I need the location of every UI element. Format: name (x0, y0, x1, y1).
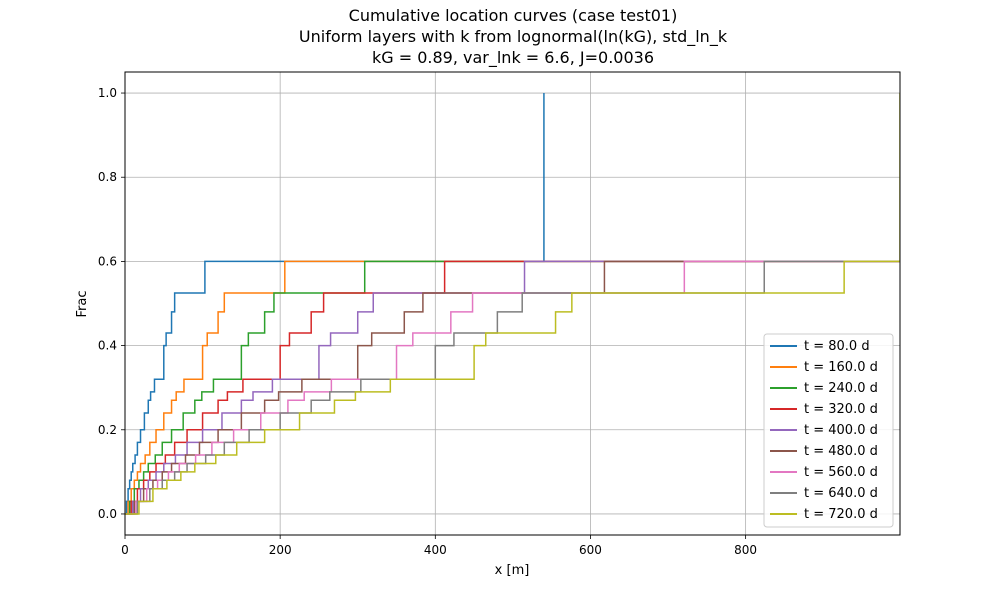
legend-label: t = 480.0 d (804, 444, 878, 459)
series-line-6 (125, 260, 900, 515)
axes-frame (124, 71, 901, 536)
legend-box (763, 333, 894, 528)
y-tick-label: 0.4 (98, 339, 117, 353)
x-tick-label: 400 (424, 543, 447, 557)
y-tick-label: 0.0 (98, 507, 117, 521)
plot-area (125, 93, 900, 515)
chart-title-line-1: Cumulative location curves (case test01) (348, 6, 678, 25)
legend: t = 80.0 d t = 160.0 d t = 240.0 d t = 320.… (763, 333, 894, 528)
series-line-8 (125, 260, 900, 515)
y-tick-label: 0.2 (98, 423, 117, 437)
y-axis-label: Frac (75, 291, 90, 318)
series-line-7 (125, 260, 900, 515)
legend-label: t = 320.0 d (804, 402, 878, 417)
series-line-5 (125, 260, 900, 515)
legend-label: t = 240.0 d (804, 381, 878, 396)
x-tick-label: 200 (269, 543, 292, 557)
series-line-2 (125, 260, 900, 515)
chart-title-line-2: Uniform layers with k from lognormal(ln(… (298, 27, 728, 46)
y-tick-label: 1.0 (98, 86, 117, 100)
x-tick-label: 600 (579, 543, 602, 557)
legend-label: t = 640.0 d (804, 486, 878, 501)
series-line-4 (125, 260, 900, 515)
legend-label: t = 560.0 d (804, 465, 878, 480)
chart-title-line-3: kG = 0.89, var_lnk = 6.6, J=0.0036 (371, 48, 655, 67)
series-line-3 (125, 260, 900, 515)
axis-ticks: 0 200 400 600 800 0.0 0.2 0.4 0.6 0.8 1.0 (98, 86, 757, 557)
legend-label: t = 80.0 d (804, 339, 870, 354)
x-tick-label: 800 (734, 543, 757, 557)
x-tick-label: 0 (121, 543, 129, 557)
y-tick-label: 0.6 (98, 254, 117, 268)
series-lines (125, 93, 900, 515)
legend-label: t = 160.0 d (804, 360, 878, 375)
series-line-1 (125, 93, 545, 515)
x-axis-label: x [m] (495, 563, 530, 578)
legend-label: t = 400.0 d (804, 423, 878, 438)
y-tick-label: 0.8 (98, 170, 117, 184)
series-line-9 (125, 93, 900, 515)
legend-label: t = 720.0 d (804, 507, 878, 522)
